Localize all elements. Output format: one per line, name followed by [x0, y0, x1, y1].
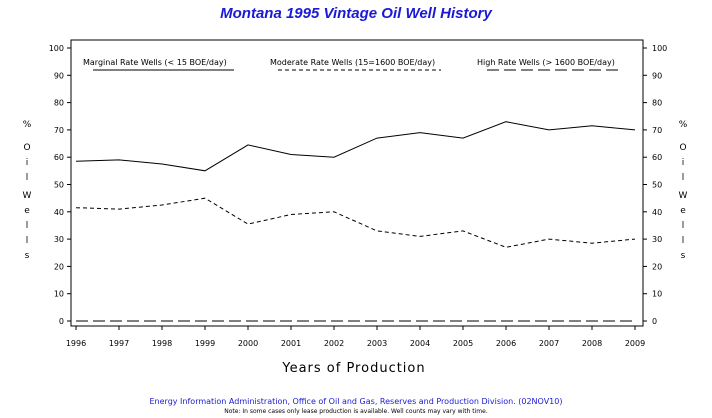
y-axis-title-char: l — [26, 173, 29, 183]
x-tick-label: 2004 — [410, 339, 430, 348]
x-tick-label: 1997 — [109, 339, 129, 348]
y-axis-title-char: W — [679, 191, 688, 201]
y-tick-label-left: 10 — [54, 290, 64, 299]
y-tick-label-left: 40 — [54, 208, 64, 217]
y-tick-label-right: 80 — [652, 99, 662, 108]
x-tick-label: 2001 — [281, 339, 301, 348]
y-axis-title-char: O — [23, 143, 30, 153]
x-tick-label: 2009 — [625, 339, 645, 348]
y-axis-title-char: i — [682, 158, 685, 168]
series-line-solid — [75, 121, 636, 172]
y-axis-title-char: l — [26, 221, 29, 231]
y-axis-title-char: e — [24, 206, 30, 216]
y-axis-title-char: s — [681, 251, 686, 261]
y-axis-title-char: l — [682, 221, 685, 231]
legend-label-moderate: Moderate Rate Wells (15=1600 BOE/day) — [270, 58, 435, 67]
chart-title: Montana 1995 Vintage Oil Well History — [220, 5, 492, 22]
y-tick-label-left: 100 — [49, 44, 64, 53]
y-axis-title-char: e — [680, 206, 686, 216]
y-tick-label-right: 30 — [652, 235, 662, 244]
y-axis-title-char: l — [682, 236, 685, 246]
x-tick-label: 1998 — [152, 339, 172, 348]
y-tick-label-left: 50 — [54, 181, 64, 190]
y-axis-title-char: l — [26, 236, 29, 246]
x-tick-label: 2007 — [539, 339, 559, 348]
legend-label-marginal: Marginal Rate Wells (< 15 BOE/day) — [83, 58, 227, 67]
x-tick-label: 2002 — [324, 339, 344, 348]
y-tick-label-right: 50 — [652, 181, 662, 190]
y-tick-label-left: 90 — [54, 71, 64, 80]
x-tick-label: 1999 — [195, 339, 215, 348]
y-tick-label-left: 0 — [59, 317, 64, 326]
y-axis-title-char: O — [679, 143, 686, 153]
y-tick-label-left: 30 — [54, 235, 64, 244]
y-axis-title-char: W — [23, 191, 32, 201]
y-axis-title-char: i — [26, 158, 29, 168]
legend: Marginal Rate Wells (< 15 BOE/day) Moder… — [83, 58, 618, 71]
footer-note: Note: In some cases only lease productio… — [224, 408, 488, 415]
y-axis-right: 0 10 20 30 40 50 60 70 80 90 100 — [643, 44, 667, 326]
x-tick-label: 2005 — [453, 339, 473, 348]
series-line-dashed — [75, 197, 636, 248]
y-axis-title-char: % — [679, 120, 688, 130]
x-tick-label: 2008 — [582, 339, 602, 348]
footer-source: Energy Information Administration, Offic… — [150, 397, 563, 406]
legend-label-high: High Rate Wells (> 1600 BOE/day) — [477, 58, 615, 67]
x-axis-title: Years of Production — [281, 361, 425, 376]
y-axis-title-char: l — [682, 173, 685, 183]
y-tick-label-right: 10 — [652, 290, 662, 299]
y-tick-label-right: 60 — [652, 153, 662, 162]
plot-frame — [70, 39, 644, 327]
y-tick-label-left: 70 — [54, 126, 64, 135]
y-tick-label-right: 0 — [652, 317, 657, 326]
x-tick-label: 2000 — [238, 339, 258, 348]
series-layer — [75, 121, 636, 322]
y-axis-left: 0 10 20 30 40 50 60 70 80 90 100 — [49, 44, 71, 326]
x-tick-label: 1996 — [66, 339, 86, 348]
y-tick-label-left: 20 — [54, 262, 64, 271]
y-tick-label-right: 20 — [652, 262, 662, 271]
y-tick-label-right: 70 — [652, 126, 662, 135]
y-tick-label-right: 100 — [652, 44, 667, 53]
x-axis: 1996 1997 1998 1999 2000 2001 2002 2003 2004 2005… — [66, 326, 645, 348]
y-tick-label-right: 40 — [652, 208, 662, 217]
x-tick-label: 2006 — [496, 339, 516, 348]
y-axis-title-char: s — [25, 251, 30, 261]
y-tick-label-left: 80 — [54, 99, 64, 108]
y-axis-title-char: % — [23, 120, 32, 130]
y-tick-label-left: 60 — [54, 153, 64, 162]
y-tick-label-right: 90 — [652, 71, 662, 80]
x-tick-label: 2003 — [367, 339, 387, 348]
